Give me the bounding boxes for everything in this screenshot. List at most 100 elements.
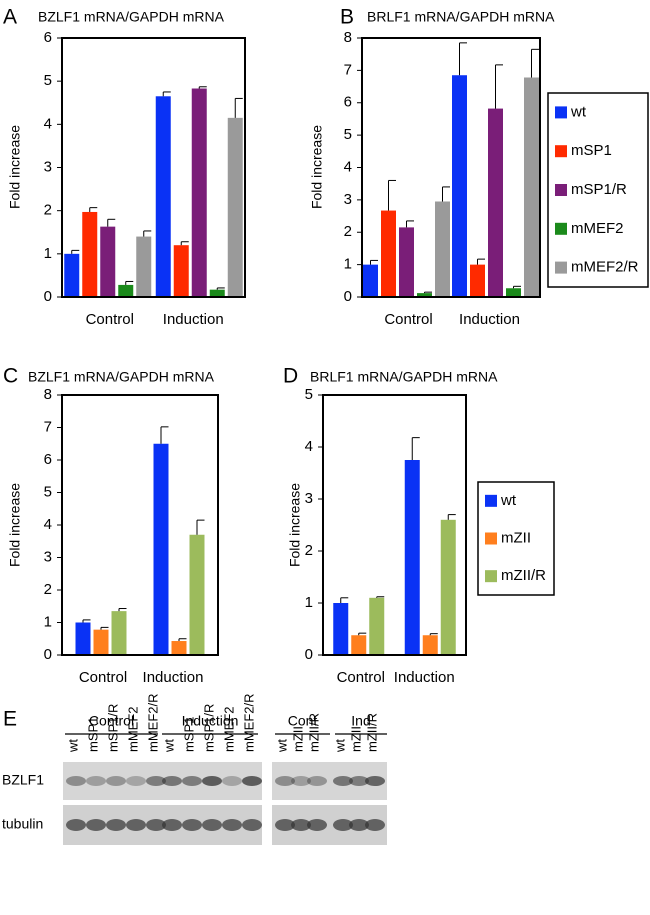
panel-letter: D	[283, 365, 298, 388]
plot-frame	[61, 37, 246, 298]
bar	[93, 629, 109, 655]
error-bar	[340, 597, 349, 603]
x-tick-label: Induction	[143, 669, 204, 686]
bar	[118, 284, 134, 297]
blot-band	[349, 776, 369, 786]
bar	[422, 635, 438, 655]
blot-band	[106, 776, 126, 786]
bar	[488, 108, 503, 297]
error-bar	[125, 280, 134, 285]
blot-band	[222, 776, 242, 786]
legend-swatch	[555, 261, 567, 274]
y-tick-label: 2	[44, 202, 52, 219]
bar	[506, 288, 521, 297]
legend-label: mSP1/R	[571, 181, 627, 198]
y-tick-label: 0	[44, 646, 52, 663]
lane-label: mSP1	[181, 717, 196, 752]
blot-band	[365, 819, 385, 831]
error-bar	[477, 258, 485, 265]
error-bar	[82, 619, 91, 623]
y-tick-label: 0	[344, 288, 352, 305]
lane-label: wt	[161, 739, 176, 753]
y-tick-label: 6	[344, 94, 352, 111]
y-tick-label: 6	[44, 29, 52, 46]
y-tick-label: 5	[44, 72, 52, 89]
blot-band	[126, 819, 146, 831]
y-tick-label: 8	[44, 386, 52, 403]
bar	[153, 443, 169, 655]
blot-band	[307, 819, 327, 831]
y-tick-label: 5	[44, 483, 52, 500]
group-label: Cont	[288, 713, 318, 729]
y-tick-label: 5	[344, 126, 352, 143]
error-bar	[89, 207, 98, 212]
legend-swatch	[555, 106, 567, 119]
bar	[333, 603, 349, 655]
error-bar	[411, 437, 420, 460]
plot-frame	[361, 37, 541, 298]
blot-band	[162, 776, 182, 786]
y-tick-label: 1	[44, 245, 52, 262]
panel-letter: C	[3, 365, 18, 388]
blot-band	[162, 819, 182, 831]
blot-band	[291, 819, 311, 831]
bar	[191, 88, 207, 297]
y-tick-label: 4	[44, 516, 52, 533]
blot-band	[333, 819, 353, 831]
blot-band	[86, 776, 106, 786]
bar	[100, 226, 116, 297]
bar	[435, 201, 450, 297]
x-tick-label: Induction	[459, 311, 520, 328]
blot-band	[275, 819, 295, 831]
legend-swatch	[485, 570, 497, 583]
x-tick-label: Control	[337, 669, 385, 686]
bar	[381, 210, 396, 297]
error-bar	[143, 230, 152, 237]
blot-band	[365, 776, 385, 786]
bar	[470, 264, 485, 297]
y-tick-label: 8	[344, 29, 352, 46]
bar	[369, 597, 385, 655]
x-tick-label: Induction	[163, 311, 224, 328]
y-tick-label: 0	[44, 288, 52, 305]
y-tick-label: 3	[344, 191, 352, 208]
lane-label: mMEF2	[125, 707, 140, 753]
bar	[227, 117, 243, 297]
error-bar	[180, 241, 189, 246]
error-bar	[376, 596, 385, 598]
chart-title: BZLF1 mRNA/GAPDH mRNA	[38, 9, 225, 25]
lane-label: mZII	[348, 726, 363, 752]
lane-label: mZII/R	[364, 713, 379, 752]
bar	[189, 534, 205, 655]
lane-label: wt	[65, 739, 80, 753]
error-bar	[424, 291, 432, 294]
lane-label: mZII	[290, 726, 305, 752]
blot-band	[291, 776, 311, 786]
error-bar	[531, 48, 539, 78]
y-tick-label: 2	[305, 542, 313, 559]
legend-swatch	[555, 184, 567, 196]
blot-band	[349, 819, 369, 831]
legend-swatch	[485, 494, 497, 507]
bar	[404, 460, 420, 655]
x-tick-label: Control	[79, 669, 127, 686]
bar	[351, 635, 367, 655]
group-label: Ind	[351, 713, 370, 729]
blot-band	[242, 776, 262, 786]
row-label: tubulin	[2, 816, 43, 832]
error-bar	[118, 608, 127, 612]
error-bar	[513, 285, 521, 289]
y-tick-label: 4	[305, 438, 313, 455]
lane-label: mSP1/R	[105, 704, 120, 752]
group-label: Control	[89, 713, 134, 729]
lane-label: wt	[332, 739, 347, 753]
bar	[75, 622, 91, 655]
blot-band	[333, 776, 353, 786]
blot-band	[182, 819, 202, 831]
bar	[155, 96, 171, 298]
x-tick-label: Induction	[394, 669, 455, 686]
y-axis-label: Fold increase	[309, 125, 325, 209]
y-axis-label: Fold increase	[287, 483, 303, 567]
error-bar	[358, 632, 367, 636]
bar	[363, 264, 378, 297]
